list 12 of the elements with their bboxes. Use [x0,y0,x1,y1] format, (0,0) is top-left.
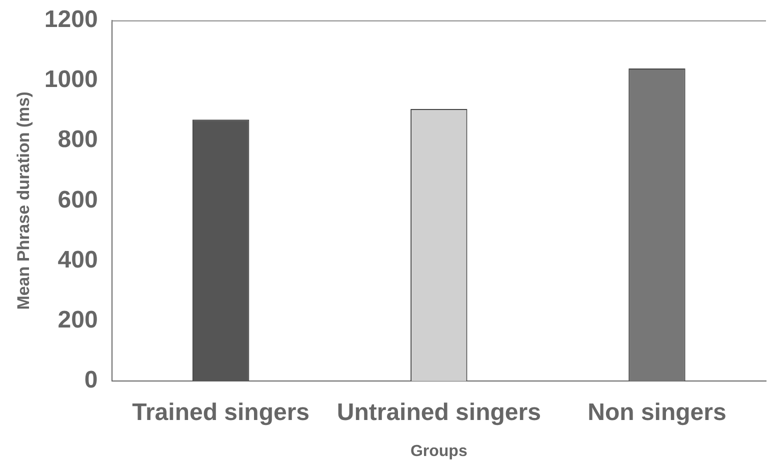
x-axis-title: Groups [410,442,468,460]
x-tick-label: Trained singers [132,399,310,426]
y-tick-label: 600 [58,186,98,214]
x-tick-label: Untrained singers [336,399,541,426]
y-tick-label: 1000 [44,66,98,94]
x-tick-label: Non singers [588,399,726,426]
y-tick-label: 800 [58,126,98,154]
y-tick-label: 200 [58,306,98,334]
y-axis-title: Mean Phrase duration (ms) [14,92,33,310]
y-tick-label: 1200 [44,6,98,34]
y-tick-label: 0 [84,366,98,394]
y-tick-label: 400 [58,246,98,274]
